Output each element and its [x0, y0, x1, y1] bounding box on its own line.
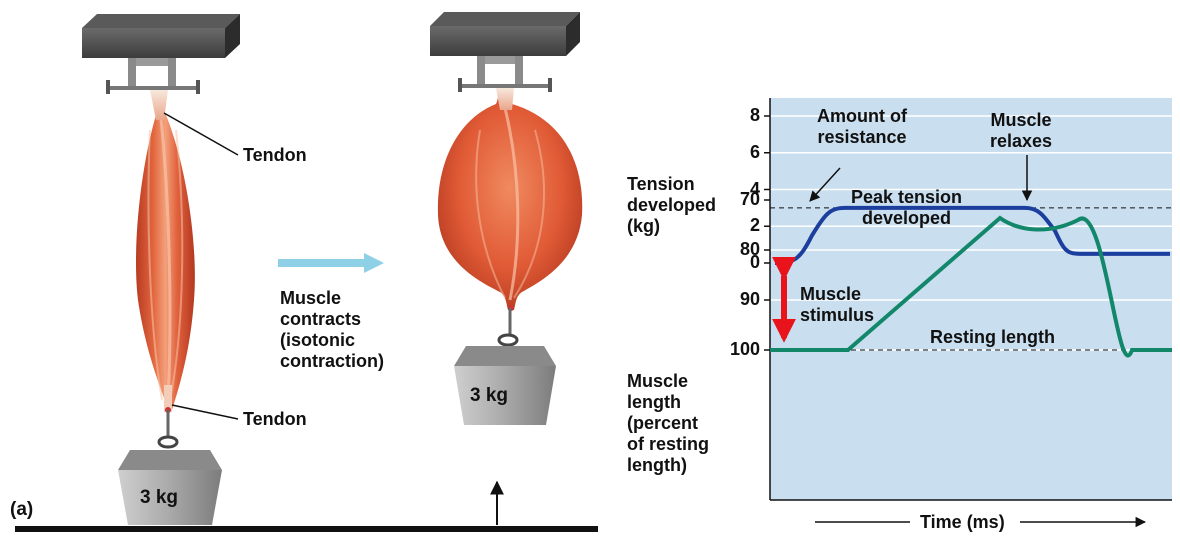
clamp-left	[106, 58, 200, 94]
weight-right	[454, 346, 556, 425]
hook-right	[497, 308, 519, 347]
length-tick-label: 90	[739, 289, 760, 309]
stimulus-annotation: Muscle stimulus	[800, 284, 875, 325]
panel-label: (a)	[10, 499, 34, 520]
tendon-bottom-leader	[171, 404, 239, 420]
tension-tick-label: 2	[749, 215, 760, 236]
ground-line	[15, 526, 598, 532]
tension-tick-label: 0	[749, 252, 760, 272]
hook-left	[157, 410, 179, 449]
support-block-right	[430, 12, 580, 56]
length-series-line	[770, 215, 1172, 358]
length-tick-label: 100	[729, 339, 760, 359]
length-tick-label: 70	[739, 189, 760, 209]
tension-tick-label: 8	[749, 105, 760, 125]
tension-axis-label: Tension developed (kg)	[627, 174, 717, 236]
length-tick-label: 80	[739, 239, 760, 259]
contraction-arrow	[278, 253, 384, 273]
tension-tick-label: 6	[749, 141, 760, 162]
tendon-top-leader	[163, 112, 239, 156]
weight-left	[118, 450, 222, 525]
support-block-left	[82, 14, 240, 58]
weight-after-label: 3 kg	[470, 385, 509, 406]
x-axis-label: Time (ms)	[920, 512, 1005, 532]
tendon-bottom-label: Tendon	[243, 409, 307, 429]
chart-panel	[770, 98, 1172, 500]
tension-length-chart	[764, 98, 1172, 528]
relaxes-annotation: Muscle relaxes	[990, 110, 1053, 151]
resistance-annotation: Amount of resistance	[817, 106, 907, 147]
tendon-top-label: Tendon	[243, 145, 307, 165]
peak-annotation: Peak tension developed	[851, 187, 963, 228]
length-axis-label: Muscle length (percent of resting length…	[627, 371, 710, 475]
tension-tick-label: 4	[749, 178, 760, 199]
clamp-right	[458, 56, 552, 92]
relaxed-muscle-apparatus	[82, 14, 240, 525]
contraction-caption: Muscle contracts (isotonic contraction)	[280, 288, 385, 371]
muscle-contracted	[437, 88, 583, 310]
resting-length-annotation: Resting length	[930, 327, 1055, 347]
tension-series-line	[774, 205, 1170, 265]
contracted-muscle-apparatus	[430, 12, 583, 425]
resistance-pointer	[809, 167, 841, 202]
muscle-relaxed	[136, 90, 195, 410]
weight-before-label: 3 kg	[140, 487, 179, 508]
